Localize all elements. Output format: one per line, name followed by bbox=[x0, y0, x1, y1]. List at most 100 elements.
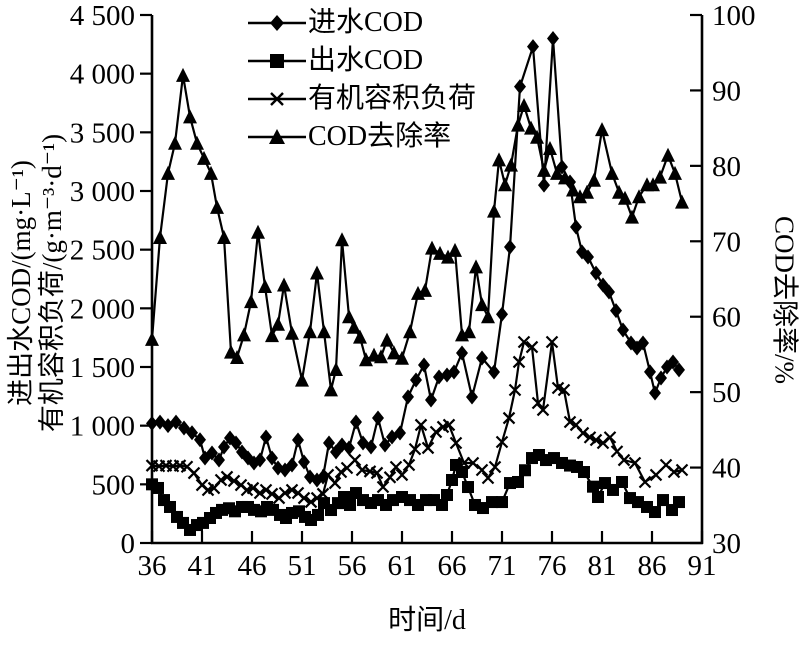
diamond-marker bbox=[266, 450, 278, 466]
y-left-tick-label: 500 bbox=[92, 469, 136, 501]
x-marker bbox=[414, 418, 428, 432]
triangle-marker bbox=[661, 147, 675, 162]
square-marker bbox=[344, 498, 356, 511]
square-marker bbox=[446, 473, 458, 486]
legend-label-inflow-cod: 进水COD bbox=[308, 7, 424, 38]
triangle-marker bbox=[176, 67, 190, 82]
diamond-marker bbox=[504, 239, 516, 255]
diamond-marker bbox=[582, 249, 594, 265]
x-tick-label: 46 bbox=[238, 550, 267, 582]
x-marker bbox=[457, 456, 471, 470]
triangle-marker bbox=[395, 350, 409, 365]
x-marker bbox=[402, 458, 416, 472]
diamond-marker bbox=[365, 439, 377, 455]
triangle-marker bbox=[168, 135, 182, 150]
legend-item-cod-removal: COD去除率 bbox=[246, 118, 476, 156]
triangle-marker bbox=[335, 232, 349, 247]
triangle-marker bbox=[481, 309, 495, 324]
diamond-marker bbox=[617, 322, 629, 338]
y-right-tick-label: 30 bbox=[712, 528, 741, 560]
x-tick-label: 56 bbox=[338, 550, 367, 582]
y-left-tick-label: 3 000 bbox=[70, 176, 135, 208]
x-marker bbox=[421, 441, 435, 455]
triangle-marker bbox=[587, 172, 601, 187]
diamond-marker bbox=[570, 219, 582, 235]
triangle-marker bbox=[566, 182, 580, 197]
diamond-marker bbox=[547, 30, 559, 46]
x-marker bbox=[545, 335, 559, 349]
triangle-marker bbox=[550, 165, 564, 180]
x-marker bbox=[278, 486, 292, 500]
legend: 进水COD 出水COD 有机容积负荷 COD去除率 bbox=[246, 4, 476, 156]
diamond-marker bbox=[213, 452, 225, 468]
triangle-marker bbox=[197, 150, 211, 165]
diamond-marker bbox=[206, 445, 218, 461]
x-marker bbox=[285, 483, 299, 497]
diamond-marker bbox=[410, 372, 422, 388]
square-marker bbox=[512, 475, 524, 488]
y-right-tick-label: 50 bbox=[712, 377, 741, 409]
x-marker bbox=[334, 465, 348, 479]
y-left-tick-label: 4 500 bbox=[70, 0, 135, 32]
triangle-marker bbox=[230, 349, 244, 364]
square-marker bbox=[616, 475, 628, 488]
x-marker bbox=[495, 435, 509, 449]
triangle-marker bbox=[217, 230, 231, 245]
y-left-tick-label: 1 000 bbox=[70, 411, 135, 443]
square-marker bbox=[666, 504, 678, 517]
x-marker bbox=[304, 495, 318, 509]
triangle-marker bbox=[418, 282, 432, 297]
y-left-axis-title-line2: 有机容积负荷/(g·m⁻³·d⁻¹) bbox=[37, 133, 67, 433]
triangle-marker bbox=[537, 162, 551, 177]
triangle-marker bbox=[285, 325, 299, 340]
x-tick-label: 36 bbox=[138, 550, 167, 582]
diamond-marker bbox=[146, 415, 158, 431]
triangle-marker bbox=[646, 177, 660, 192]
triangle-marker bbox=[295, 372, 309, 387]
x-marker bbox=[563, 415, 577, 429]
x-tick-label: 81 bbox=[588, 550, 617, 582]
diamond-marker bbox=[466, 389, 478, 405]
triangle-marker bbox=[342, 309, 356, 324]
triangle-marker bbox=[258, 279, 272, 294]
triangle-marker bbox=[359, 352, 373, 367]
square-marker bbox=[649, 506, 661, 519]
legend-label-outflow-cod: 出水COD bbox=[308, 45, 424, 76]
x-marker bbox=[525, 340, 539, 354]
square-marker bbox=[152, 481, 164, 494]
triangle-marker bbox=[475, 297, 489, 312]
triangle-marker bbox=[244, 294, 258, 309]
x-marker bbox=[675, 463, 689, 477]
triangle-marker bbox=[595, 122, 609, 137]
x-tick-label: 51 bbox=[288, 550, 317, 582]
y-right-tick-label: 60 bbox=[712, 302, 741, 334]
triangle-marker bbox=[329, 362, 343, 377]
square-marker bbox=[325, 504, 337, 517]
diamond-marker bbox=[538, 177, 550, 193]
triangle-marker bbox=[487, 203, 501, 218]
diamond-marker bbox=[425, 392, 437, 408]
triangle-marker bbox=[425, 240, 439, 255]
triangle-marker bbox=[347, 319, 361, 334]
x-axis-title: 时间/d bbox=[388, 605, 466, 636]
x-tick-label: 91 bbox=[688, 550, 717, 582]
legend-item-organic-load: 有机容积负荷 bbox=[246, 80, 476, 118]
x-marker bbox=[265, 487, 279, 501]
triangle-marker bbox=[190, 135, 204, 150]
y-left-tick-label: 2 000 bbox=[70, 293, 135, 325]
diamond-marker bbox=[649, 385, 661, 401]
x-marker bbox=[638, 475, 652, 489]
x-tick-label: 71 bbox=[488, 550, 517, 582]
triangle-marker bbox=[387, 345, 401, 360]
triangle-marker bbox=[625, 209, 639, 224]
square-marker bbox=[587, 480, 599, 493]
x-marker bbox=[531, 396, 545, 410]
diamond-marker bbox=[673, 362, 685, 378]
y-left-tick-label: 4 000 bbox=[70, 59, 135, 91]
x-marker bbox=[220, 470, 234, 484]
triangle-marker bbox=[204, 165, 218, 180]
square-marker bbox=[519, 464, 531, 477]
x-marker bbox=[253, 486, 267, 500]
x-marker-icon bbox=[248, 92, 306, 106]
